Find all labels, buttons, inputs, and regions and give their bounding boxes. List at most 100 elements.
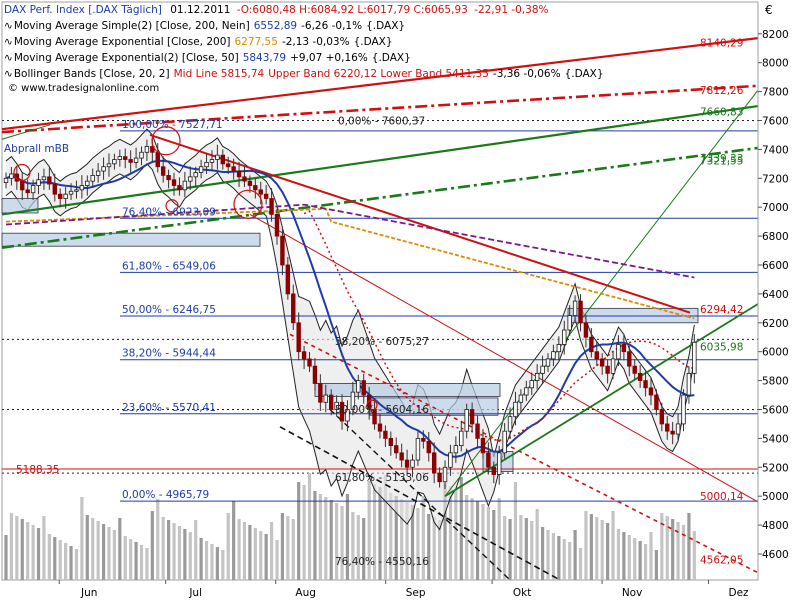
volume-bar bbox=[459, 477, 463, 580]
candle-body bbox=[426, 440, 431, 454]
candle-body bbox=[497, 452, 502, 475]
candle-body bbox=[475, 423, 480, 439]
volume-bar bbox=[595, 517, 599, 580]
candle-body bbox=[637, 372, 643, 381]
candle-body bbox=[14, 173, 20, 182]
candle-body bbox=[567, 315, 572, 331]
fibonacci-levels bbox=[2, 130, 758, 502]
volume-bar bbox=[660, 513, 664, 580]
candle-body bbox=[269, 198, 274, 215]
highlight-circle bbox=[151, 126, 181, 156]
candle-body bbox=[562, 329, 567, 345]
volume-bar bbox=[416, 508, 420, 580]
volume-bar bbox=[524, 518, 528, 580]
y-tick-label: 6400 bbox=[762, 289, 789, 301]
candle-body bbox=[90, 174, 95, 182]
candle-body bbox=[345, 409, 350, 422]
candle-body bbox=[123, 156, 128, 160]
indicator-legend-line: ∿Bollinger Bands [Close, 20, 2] Mid Line … bbox=[4, 68, 604, 80]
candle-body bbox=[47, 176, 52, 185]
volume-bar bbox=[687, 513, 691, 580]
volume-bar bbox=[351, 512, 355, 580]
candle-body bbox=[670, 430, 675, 435]
volume-bar bbox=[454, 489, 458, 580]
candle-body bbox=[540, 365, 545, 374]
volume-bar bbox=[383, 475, 387, 580]
candle-body bbox=[301, 351, 307, 360]
indicator-label: Moving Average Simple(2) [Close, 200, Ne… bbox=[14, 20, 250, 32]
volume-bar bbox=[329, 500, 333, 580]
volume-bar bbox=[633, 538, 637, 580]
volume-bar bbox=[291, 519, 295, 580]
candle-body bbox=[112, 159, 117, 165]
volume-bar bbox=[150, 511, 154, 580]
candle-body bbox=[68, 190, 74, 195]
candle-body bbox=[686, 372, 692, 396]
volume-bar bbox=[665, 516, 669, 580]
volume-bar bbox=[204, 541, 209, 580]
volume-bar bbox=[264, 534, 268, 580]
volume-bar bbox=[676, 522, 680, 580]
volume-bar bbox=[540, 527, 545, 580]
black-dashed-channel-2 bbox=[329, 408, 511, 581]
price-level-label: 7660,83 bbox=[700, 107, 743, 119]
chart-symbol: DAX Perf. Index [.DAX Täglich] bbox=[4, 4, 162, 16]
candle-body bbox=[545, 358, 551, 367]
volume-bar bbox=[584, 511, 588, 580]
candle-body bbox=[106, 163, 112, 168]
volume-bar bbox=[259, 531, 263, 580]
indicator-mid: Mid Line 5815,74 bbox=[174, 68, 265, 80]
downtrend-resistance bbox=[149, 133, 691, 314]
candle-body bbox=[291, 293, 296, 324]
y-tick-label: 6800 bbox=[762, 231, 789, 243]
candle-body bbox=[274, 214, 280, 237]
x-tick-label: Aug bbox=[295, 587, 316, 599]
volume-bar bbox=[616, 529, 621, 580]
volume-bar bbox=[400, 499, 404, 580]
candle-body bbox=[139, 151, 144, 159]
zone-box bbox=[1, 198, 39, 214]
volume-bar bbox=[172, 523, 176, 580]
volume-bar bbox=[226, 513, 230, 580]
candle-body bbox=[323, 394, 328, 403]
volume-bar bbox=[654, 550, 658, 580]
y-tick-label: 7600 bbox=[762, 115, 789, 127]
candle-body bbox=[410, 459, 415, 468]
candle-body bbox=[383, 430, 388, 439]
volume-bar bbox=[405, 502, 409, 580]
y-tick-label: 6200 bbox=[762, 318, 789, 330]
volume-bar bbox=[486, 507, 490, 580]
candle-body bbox=[518, 394, 524, 403]
volume-bar bbox=[188, 532, 192, 580]
candle-body bbox=[469, 409, 475, 425]
candle-body bbox=[166, 174, 171, 181]
indicator-value: 5843,79 bbox=[243, 52, 286, 64]
volume-bar bbox=[161, 517, 165, 580]
candle-body bbox=[171, 179, 177, 186]
indicator-label: Moving Average Exponential [Close, 200] bbox=[14, 36, 231, 48]
volume-bar bbox=[194, 520, 198, 580]
indicator-symbol: ∿ bbox=[4, 52, 13, 64]
candle-body bbox=[578, 300, 583, 324]
ema-200-line bbox=[5, 207, 695, 320]
candle-body bbox=[453, 445, 459, 454]
candle-body bbox=[589, 336, 594, 353]
y-tick-label: 5200 bbox=[762, 462, 789, 474]
volume-bar bbox=[378, 487, 382, 580]
y-tick-label: 5400 bbox=[762, 433, 789, 445]
indicator-legend-line: ∿Moving Average Exponential(2) [Close, 5… bbox=[4, 52, 411, 64]
candle-body bbox=[209, 159, 215, 163]
volume-bar bbox=[26, 522, 30, 580]
candle-body bbox=[404, 459, 410, 468]
volume-bar bbox=[107, 527, 111, 580]
volume-bar bbox=[112, 530, 116, 580]
volume-bar bbox=[465, 495, 469, 580]
volume-bar bbox=[643, 544, 648, 580]
candle-body bbox=[350, 391, 356, 410]
level-labels: 100,00% - 7527,71 76,40% - 6923,09 61,80% … bbox=[4, 37, 744, 568]
candle-body bbox=[63, 193, 68, 199]
candle-body bbox=[101, 166, 106, 172]
volume-bar bbox=[275, 540, 279, 580]
volume-bar bbox=[118, 518, 122, 580]
